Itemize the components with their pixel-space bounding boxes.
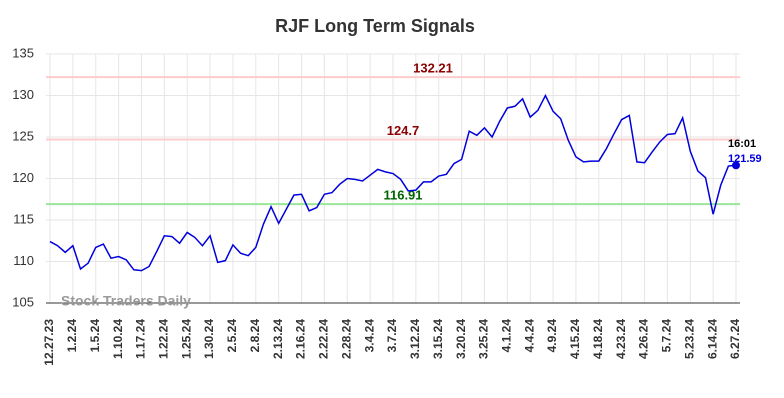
y-tick-label: 120 xyxy=(12,170,34,185)
x-tick-label: 4.23.24 xyxy=(614,319,628,359)
x-tick-label: 1.2.24 xyxy=(65,319,79,353)
x-tick-label: 4.4.24 xyxy=(522,319,536,353)
x-tick-label: 1.5.24 xyxy=(88,319,102,353)
x-tick-label: 1.25.24 xyxy=(179,319,193,359)
x-tick-label: 1.30.24 xyxy=(202,319,216,359)
y-tick-label: 105 xyxy=(12,294,34,309)
y-tick-label: 135 xyxy=(12,45,34,60)
y-tick-label: 130 xyxy=(12,87,34,102)
x-tick-label: 1.22.24 xyxy=(157,319,171,359)
x-tick-label: 6.14.24 xyxy=(705,319,719,359)
y-tick-label: 125 xyxy=(12,128,34,143)
x-tick-label: 1.10.24 xyxy=(111,319,125,359)
x-tick-label: 2.13.24 xyxy=(271,319,285,359)
watermark: Stock Traders Daily xyxy=(61,293,191,309)
x-tick-label: 2.16.24 xyxy=(294,319,308,359)
x-tick-label: 2.22.24 xyxy=(317,319,331,359)
last-point xyxy=(732,161,740,170)
x-tick-label: 3.12.24 xyxy=(408,319,422,359)
x-tick-label: 3.15.24 xyxy=(431,319,445,359)
signal-label: 116.91 xyxy=(383,188,422,203)
x-tick-label: 1.17.24 xyxy=(134,319,148,359)
x-tick-label: 3.20.24 xyxy=(454,319,468,359)
x-tick-label: 5.23.24 xyxy=(682,319,696,359)
x-tick-label: 2.5.24 xyxy=(225,319,239,353)
x-tick-label: 2.8.24 xyxy=(248,319,262,353)
last-time: 16:01 xyxy=(728,138,756,150)
x-tick-label: 3.4.24 xyxy=(362,319,376,353)
last-value: 121.59 xyxy=(728,153,762,165)
chart-title: RJF Long Term Signals xyxy=(275,16,475,36)
x-tick-label: 4.18.24 xyxy=(591,319,605,359)
x-tick-label: 2.28.24 xyxy=(339,319,353,359)
x-tick-label: 12.27.23 xyxy=(42,319,56,366)
signal-label: 124.7 xyxy=(387,123,420,138)
x-tick-label: 5.7.24 xyxy=(660,319,674,353)
x-tick-label: 4.26.24 xyxy=(637,319,651,359)
x-tick-label: 3.25.24 xyxy=(477,319,491,359)
x-tick-label: 6.27.24 xyxy=(728,319,742,359)
x-tick-label: 3.7.24 xyxy=(385,319,399,353)
signal-label: 132.21 xyxy=(413,61,453,76)
y-tick-label: 110 xyxy=(13,253,34,268)
x-tick-label: 4.15.24 xyxy=(568,319,582,359)
y-tick-label: 115 xyxy=(13,211,34,226)
x-tick-label: 4.9.24 xyxy=(545,319,559,353)
x-tick-label: 4.1.24 xyxy=(500,319,514,353)
price-line xyxy=(49,93,737,272)
